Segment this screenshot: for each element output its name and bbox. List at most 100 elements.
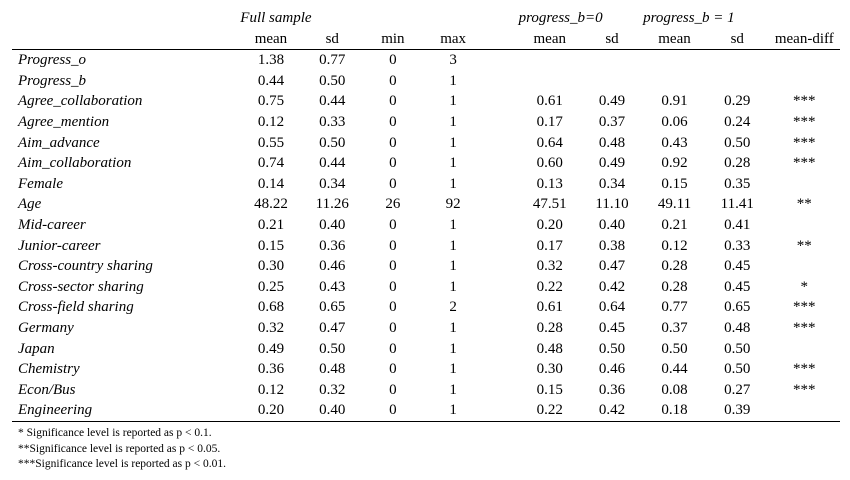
row-label: Agree_collaboration <box>18 93 143 110</box>
cell-mean: 0.74 <box>257 155 285 172</box>
spacer <box>483 297 518 318</box>
cell-sd-p1: 0.24 <box>724 113 751 130</box>
cell-mean-diff <box>769 50 840 71</box>
cell-mean-p0: 0.22 <box>536 278 563 295</box>
cell-mean-diff: * <box>800 278 809 295</box>
cell-mean-p1: 0.12 <box>661 237 688 254</box>
cell-mean-p0 <box>519 71 581 92</box>
column-header-row: mean sd min max mean sd mean sd mean-dif… <box>12 28 840 51</box>
cell-mean-diff: *** <box>793 361 816 378</box>
cell-min: 0 <box>389 361 397 378</box>
table-row: Age 48.22 11.26 26 92 47.51 11.10 49.11 11.41 ** <box>12 194 840 215</box>
table-row: Germany 0.32 0.47 0 1 0.28 0.45 0.37 0.48 *** <box>12 318 840 339</box>
cell-sd-p1: 0.27 <box>724 381 751 398</box>
cell-min: 0 <box>389 134 397 151</box>
spacer <box>483 236 518 257</box>
cell-sd-p0: 0.50 <box>598 340 626 357</box>
cell-sd: 0.40 <box>301 400 363 422</box>
cell-mean-p1: 0.28 <box>661 278 688 295</box>
row-label: Progress_o <box>18 52 87 69</box>
spacer <box>483 91 518 112</box>
cell-min: 0 <box>389 299 397 316</box>
cell-mean-diff <box>769 215 840 236</box>
row-label: Engineering <box>12 400 241 422</box>
cell-mean-p1: 0.06 <box>661 113 688 130</box>
cell-sd: 0.48 <box>319 361 346 378</box>
cell-min: 0 <box>389 175 397 192</box>
group-header-row: Full sample progress_b=0 progress_b = 1 <box>12 8 840 29</box>
cell-sd-p0: 0.49 <box>598 155 626 172</box>
cell-mean-p1: 0.50 <box>661 340 688 357</box>
cell-min: 0 <box>389 237 397 254</box>
spacer <box>483 133 518 154</box>
cell-sd-p0: 11.10 <box>595 196 629 213</box>
cell-mean-diff: ** <box>796 196 812 213</box>
cell-sd-p1 <box>706 71 769 92</box>
spacer <box>483 71 518 92</box>
cell-max: 1 <box>449 93 457 110</box>
cell-mean-diff <box>769 256 840 277</box>
cell-mean-p0: 0.64 <box>536 134 563 151</box>
cell-max: 1 <box>449 216 457 233</box>
cell-max: 1 <box>449 175 457 192</box>
cell-mean-p1: 0.08 <box>661 381 688 398</box>
cell-mean: 0.44 <box>257 72 285 89</box>
cell-mean-p0: 0.13 <box>536 175 563 192</box>
cell-mean: 0.12 <box>257 381 285 398</box>
cell-mean-diff <box>769 174 840 195</box>
cell-mean: 0.25 <box>257 278 285 295</box>
spacer <box>483 174 518 195</box>
cell-mean: 0.21 <box>257 216 285 233</box>
cell-mean-p1: 0.43 <box>661 134 688 151</box>
cell-sd-p1 <box>706 50 769 71</box>
row-label: Aim_collaboration <box>18 155 132 172</box>
spacer <box>483 339 518 360</box>
cell-min: 26 <box>385 196 401 213</box>
cell-min: 0 <box>389 155 397 172</box>
cell-mean-diff: *** <box>793 299 816 316</box>
table-header: Full sample progress_b=0 progress_b = 1 … <box>12 8 840 51</box>
cell-sd-p1: 0.65 <box>724 299 751 316</box>
row-label: Female <box>18 175 63 192</box>
cell-sd-p0: 0.49 <box>598 93 626 110</box>
spacer <box>483 277 518 298</box>
table-row: Agree_collaboration 0.75 0.44 0 1 0.61 0.49 0.9… <box>12 91 840 112</box>
cell-sd-p0: 0.36 <box>598 381 626 398</box>
cell-max: 2 <box>449 299 457 316</box>
cell-mean-p1: 0.91 <box>661 93 688 110</box>
cell-sd: 0.44 <box>319 155 346 172</box>
table-row: Cross-field sharing 0.68 0.65 0 2 0.61 0.64 0.7… <box>12 297 840 318</box>
spacer <box>483 256 518 277</box>
cell-sd-p0: 0.47 <box>598 258 626 275</box>
cell-mean-p0 <box>519 50 581 71</box>
table-row: Engineering 0.20 0.40 0 1 0.22 0.42 0.18 0.39 <box>12 400 840 422</box>
cell-sd-p1: 0.50 <box>724 361 751 378</box>
cell-mean-p1: 0.37 <box>661 319 688 336</box>
cell-sd-p0: 0.42 <box>580 400 644 422</box>
cell-sd-p0: 0.48 <box>598 134 626 151</box>
cell-min: 0 <box>389 278 397 295</box>
cell-mean-diff <box>768 400 840 422</box>
cell-sd-p1: 0.35 <box>724 175 751 192</box>
cell-sd: 0.34 <box>319 175 346 192</box>
cell-sd-p1: 0.29 <box>724 93 751 110</box>
cell-mean-p1: 0.18 <box>643 400 706 422</box>
cell-sd-p0 <box>581 50 643 71</box>
row-label: Aim_advance <box>18 134 100 151</box>
cell-mean: 0.30 <box>257 258 285 275</box>
cell-mean-p1: 0.92 <box>661 155 688 172</box>
table-row: Agree_mention 0.12 0.33 0 1 0.17 0.37 0.06 0.24 *… <box>12 112 840 133</box>
cell-sd-p1: 0.50 <box>724 340 751 357</box>
column-header-sd: sd <box>301 28 363 51</box>
table-row: Aim_advance 0.55 0.50 0 1 0.64 0.48 0.43 0.50 *** <box>12 133 840 154</box>
cell-mean: 0.20 <box>240 400 302 422</box>
cell-mean-p0: 47.51 <box>532 196 567 213</box>
cell-sd: 0.50 <box>319 340 346 357</box>
row-label: Chemistry <box>18 361 80 378</box>
table-row: Female 0.14 0.34 0 1 0.13 0.34 0.15 0.35 <box>12 174 840 195</box>
cell-sd-p0: 0.46 <box>598 361 626 378</box>
cell-sd-p0: 0.64 <box>598 299 626 316</box>
cell-sd: 0.44 <box>319 93 346 110</box>
spacer <box>483 194 518 215</box>
